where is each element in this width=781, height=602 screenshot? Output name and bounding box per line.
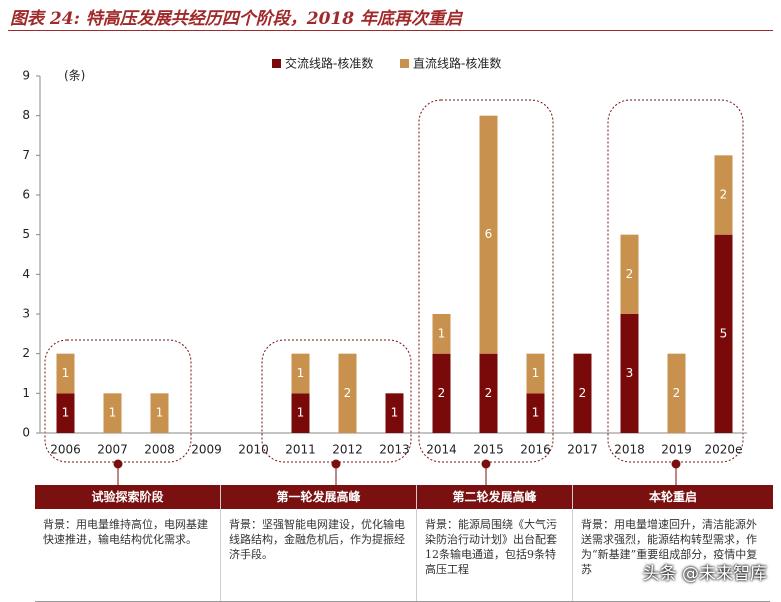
data-label: 2 bbox=[673, 386, 681, 400]
data-label: 1 bbox=[438, 326, 446, 340]
phase-text: 背景：能源局围绕《大气污染防治行动计划》出台配套12条输电通道，包括9条特高压工… bbox=[425, 518, 557, 576]
phase-text: 背景：用电量增速回升，清洁能源外送需求强烈，能源结构转型需求，作为“新基建”重要… bbox=[581, 518, 758, 576]
x-tick-label: 2016 bbox=[520, 443, 551, 457]
phase-column: 第一轮发展高峰背景：坚强智能电网建设，优化输电线路结构，金融危机后，作为提振经济… bbox=[221, 485, 417, 601]
bar-segment bbox=[620, 314, 639, 433]
phase-text: 背景：坚强智能电网建设，优化输电线路结构，金融危机后，作为提振经济手段。 bbox=[229, 518, 405, 561]
x-tick-label: 2012 bbox=[332, 443, 363, 457]
x-tick-label: 2011 bbox=[285, 443, 316, 457]
data-label: 1 bbox=[109, 406, 117, 420]
data-label: 5 bbox=[720, 326, 728, 340]
data-label: 3 bbox=[626, 366, 634, 380]
bar-segment bbox=[526, 393, 545, 433]
bar-segment bbox=[103, 393, 122, 433]
bar-segment bbox=[56, 393, 75, 433]
data-label: 1 bbox=[297, 366, 305, 380]
data-label: 1 bbox=[297, 406, 305, 420]
x-tick-label: 2017 bbox=[567, 443, 598, 457]
bar-segment bbox=[573, 353, 592, 433]
bar-segment bbox=[479, 353, 498, 433]
data-label: 2 bbox=[344, 386, 352, 400]
title-rule bbox=[8, 30, 773, 31]
phase-title: 试验探索阶段 bbox=[35, 485, 220, 509]
legend-swatch bbox=[272, 59, 281, 68]
x-tick-label: 2014 bbox=[426, 443, 457, 457]
watermark: 头条 @未来智库 bbox=[642, 564, 767, 584]
legend-label: 直流线路-核准数 bbox=[413, 56, 501, 71]
x-tick-label: 2008 bbox=[144, 443, 175, 457]
x-tick-label: 2006 bbox=[50, 443, 81, 457]
bar-segment bbox=[714, 155, 733, 235]
y-tick-label: 6 bbox=[22, 188, 30, 202]
phase-box bbox=[44, 339, 192, 463]
x-tick-label: 2020e bbox=[705, 443, 743, 457]
title: 图表 24: 特高压发展共经历四个阶段，2018 年底再次重启 bbox=[10, 9, 463, 29]
phase-table: 试验探索阶段背景：用电量维持高位，电网基建快速推进，输电结构优化需求。 第一轮发展… bbox=[35, 485, 773, 602]
x-tick-label: 2013 bbox=[379, 443, 410, 457]
data-label: 2 bbox=[438, 386, 446, 400]
data-label: 1 bbox=[62, 406, 70, 420]
bar-segment bbox=[150, 393, 169, 433]
x-tick-label: 2010 bbox=[238, 443, 269, 457]
data-label: 2 bbox=[720, 188, 728, 202]
legend-swatch bbox=[400, 59, 409, 68]
y-tick-label: 3 bbox=[22, 307, 30, 321]
bar-segment bbox=[714, 234, 733, 433]
y-tick-label: 8 bbox=[22, 108, 30, 122]
legend-label: 交流线路-核准数 bbox=[285, 56, 373, 71]
phase-column: 本轮重启背景：用电量增速回升，清洁能源外送需求强烈，能源结构转型需求，作为“新基… bbox=[573, 485, 773, 601]
phase-text: 背景：用电量维持高位，电网基建快速推进，输电结构优化需求。 bbox=[43, 518, 208, 546]
bar-segment bbox=[620, 234, 639, 314]
bar-segment bbox=[56, 353, 75, 394]
y-tick-label: 0 bbox=[22, 426, 30, 440]
phase-title: 本轮重启 bbox=[573, 485, 773, 509]
phase-title: 第二轮发展高峰 bbox=[417, 485, 572, 509]
bar-segment bbox=[291, 393, 310, 433]
bar-segment bbox=[432, 353, 451, 433]
x-tick-label: 2009 bbox=[191, 443, 222, 457]
phase-connectors bbox=[113, 459, 681, 485]
bar-segment bbox=[432, 314, 451, 354]
x-tick-label: 2007 bbox=[97, 443, 128, 457]
data-label: 1 bbox=[62, 366, 70, 380]
y-tick-label: 9 bbox=[22, 69, 30, 83]
y-tick-label: 5 bbox=[22, 227, 30, 241]
y-tick-label: 2 bbox=[22, 346, 30, 360]
data-label: 1 bbox=[156, 406, 164, 420]
x-tick-label: 2019 bbox=[661, 443, 692, 457]
phase-box bbox=[607, 99, 744, 463]
data-label: 6 bbox=[485, 227, 493, 241]
data-label: 1 bbox=[532, 406, 540, 420]
bar-segment bbox=[667, 353, 686, 433]
y-unit: (条) bbox=[64, 69, 85, 83]
data-label: 2 bbox=[485, 386, 493, 400]
bar-segment bbox=[291, 353, 310, 394]
bar-segment bbox=[338, 353, 357, 433]
phase-title: 第一轮发展高峰 bbox=[221, 485, 416, 509]
y-tick-label: 4 bbox=[22, 267, 30, 281]
x-tick-label: 2018 bbox=[614, 443, 645, 457]
phase-column: 第二轮发展高峰背景：能源局围绕《大气污染防治行动计划》出台配套12条输电通道，包… bbox=[417, 485, 573, 601]
x-tick-label: 2015 bbox=[473, 443, 504, 457]
y-tick-label: 7 bbox=[22, 148, 30, 162]
data-label: 2 bbox=[626, 267, 634, 281]
bar-segment bbox=[479, 115, 498, 354]
data-label: 1 bbox=[391, 406, 399, 420]
data-label: 1 bbox=[532, 366, 540, 380]
bar-segment bbox=[526, 353, 545, 394]
phase-column: 试验探索阶段背景：用电量维持高位，电网基建快速推进，输电结构优化需求。 bbox=[35, 485, 221, 601]
y-tick-label: 1 bbox=[22, 386, 30, 400]
data-label: 2 bbox=[579, 386, 587, 400]
bar-segment bbox=[385, 393, 404, 433]
